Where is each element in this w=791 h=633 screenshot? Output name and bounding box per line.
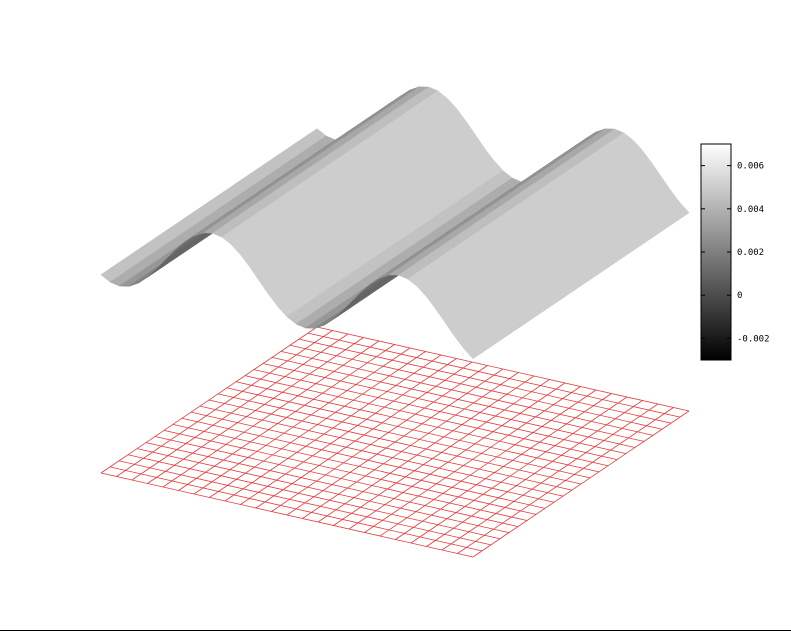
base-grid-line-u: [410, 396, 628, 544]
colorbar-tick-label: 0.002: [737, 248, 764, 258]
base-grid-line-v: [208, 399, 582, 485]
colorbar: 0.006 0.004 0.002 0 -0.002: [700, 143, 770, 361]
surface-facet: [463, 344, 479, 360]
base-grid-line-u: [472, 410, 690, 558]
base-grid-line-u: [333, 379, 550, 526]
base-grid-line-u: [379, 389, 597, 537]
base-grid-line-v: [226, 387, 600, 473]
base-grid-line-u: [457, 407, 674, 554]
base-grid-line-v: [244, 375, 618, 461]
base-grid-line-v: [289, 344, 663, 430]
base-grid-line-v: [316, 326, 690, 412]
base-grid: [100, 326, 690, 558]
base-grid-line-v: [271, 357, 645, 442]
colorbar-tick-label: 0.004: [737, 205, 764, 215]
base-grid-line-u: [395, 393, 612, 540]
base-grid-line-u: [441, 403, 659, 551]
colorbar-tick-label: 0.006: [737, 162, 764, 172]
base-grid-line-u: [426, 400, 643, 547]
colorbar-gradient: [700, 143, 732, 361]
bottom-rule: [0, 630, 791, 631]
colorbar-tick-label: -0.002: [737, 334, 770, 344]
base-grid-line-u: [364, 386, 581, 533]
surface-mesh: [100, 86, 690, 360]
colorbar-tick-label: 0: [737, 291, 742, 301]
base-grid-line-u: [302, 372, 519, 519]
colorbar-ticks: 0.006 0.004 0.002 0 -0.002: [701, 162, 770, 344]
base-grid-line-u: [348, 382, 566, 530]
base-grid-line-v: [235, 381, 609, 467]
base-grid-line-v: [280, 350, 654, 436]
base-grid-line-v: [298, 338, 672, 424]
base-grid-line-v: [253, 369, 627, 454]
base-grid-line-u: [317, 375, 535, 523]
base-grid-line-v: [307, 332, 681, 418]
base-grid-line-v: [262, 363, 636, 448]
base-grid-line-v: [217, 393, 591, 479]
